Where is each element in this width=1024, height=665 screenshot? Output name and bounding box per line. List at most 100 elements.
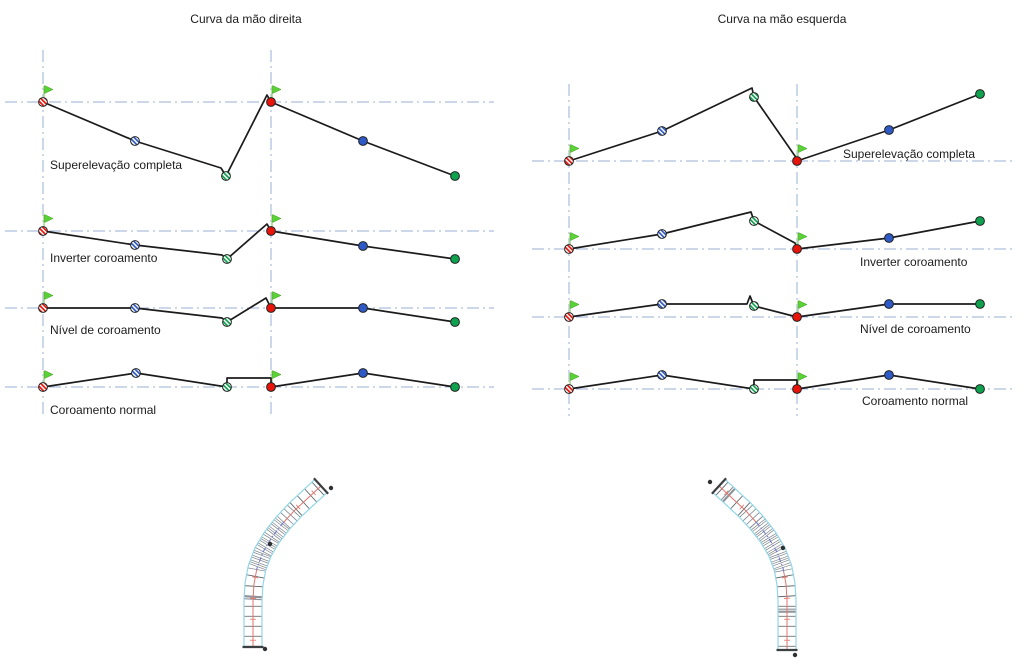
hatched-red-marker [38,382,48,392]
flag-icon [798,300,808,309]
left-hand-curve-panel [532,84,1014,416]
flag-icon [570,300,580,309]
hatched-blue-marker [657,126,667,136]
cross-section-tick [773,562,791,570]
hatched-red-marker [38,226,48,236]
cross-section-tick [248,563,267,571]
hatched-blue-marker [657,229,667,239]
solid-green-marker [450,382,460,392]
road-centerline [783,571,788,650]
cross-section-tick [760,533,777,543]
flag-icon [798,144,808,153]
row-label-reverse-crown-left: Inverter coroamento [50,251,158,265]
solid-red-marker [266,226,276,236]
flag-icon [44,291,54,300]
superelevation-line [42,372,456,388]
flag-icon [44,214,54,223]
cross-section-tick [257,542,274,553]
flag-icon [570,144,580,153]
cross-section-tick [250,559,268,567]
road-end-cap [711,477,727,495]
cross-section-tick [272,521,287,534]
flag-icon [570,372,580,381]
hatched-blue-marker [130,303,140,313]
row-label-normal-crown-left: Coroamento normal [50,403,157,417]
row-label-level-crown-right: Nível de coroamento [860,322,971,336]
superelevation-line [568,87,981,162]
superelevation-line [568,211,981,250]
solid-red-marker [266,97,276,107]
flag-icon [570,232,580,241]
station-label-mark [328,485,334,491]
station-label-mark [267,541,273,547]
flag-icon [798,372,808,381]
road-edge [261,492,328,647]
transition-centerline [755,521,785,572]
solid-red-marker [792,156,802,166]
solid-blue-marker [358,368,368,378]
superelevation-line [568,295,981,318]
road-edge [724,478,797,650]
solid-blue-marker [358,136,368,146]
flag-icon [272,291,282,300]
hatched-green-marker [749,92,759,102]
cross-section-tick [259,539,276,550]
row-label-full-super-right: Superelevação completa [843,147,976,161]
hatched-green-marker [749,216,759,226]
hatched-blue-marker [131,368,141,378]
station-label-mark [262,646,268,652]
hatched-green-marker [222,382,232,392]
flag-icon [272,85,282,94]
superelevation-line [568,374,981,390]
hatched-red-marker [38,97,48,107]
solid-red-marker [266,382,276,392]
cross-section-tick [270,523,286,536]
cross-section-tick [759,529,775,542]
superelevation-line [42,223,456,260]
solid-blue-marker [884,370,894,380]
superelevation-line [42,297,456,323]
road-centerline [718,485,757,523]
road-centerline [283,485,322,523]
hatched-red-marker [564,244,574,254]
road-plan-right-hand-curve [242,477,334,652]
hatched-green-marker [221,171,231,181]
superelevation-line [42,94,456,177]
solid-red-marker [792,244,802,254]
solid-blue-marker [884,233,894,243]
row-label-normal-crown-right: Coroamento normal [862,394,969,408]
hatched-blue-marker [657,299,667,309]
hatched-blue-marker [657,370,667,380]
solid-red-marker [792,384,802,394]
road-edge [712,492,779,650]
station-label-mark [707,479,713,485]
right-hand-curve-panel [5,50,494,414]
solid-red-marker [266,303,276,313]
hatched-green-marker [749,301,759,311]
cross-section-tick [755,524,770,536]
flag-icon [44,370,54,379]
solid-blue-marker [358,303,368,313]
cross-section-tick [263,533,279,544]
hatched-red-marker [38,303,48,313]
panel-title-right-hand-curve: Curva da mão direita [190,12,302,26]
cross-section-tick [772,559,790,567]
row-label-level-crown-left: Nível de coroamento [50,323,161,337]
hatched-green-marker [749,384,759,394]
solid-green-marker [975,216,985,226]
flag-icon [272,214,282,223]
transition-centerline [256,521,285,570]
flag-icon [272,370,282,379]
cross-section-tick [253,550,271,558]
row-label-reverse-crown-right: Inverter coroamento [860,255,968,269]
hatched-red-marker [564,384,574,394]
solid-green-marker [975,384,985,394]
solid-green-marker [450,171,460,181]
hatched-blue-marker [130,240,140,250]
solid-blue-marker [884,125,894,135]
hatched-green-marker [222,254,232,264]
hatched-red-marker [564,312,574,322]
flag-icon [798,232,808,241]
road-centerline [252,569,258,647]
